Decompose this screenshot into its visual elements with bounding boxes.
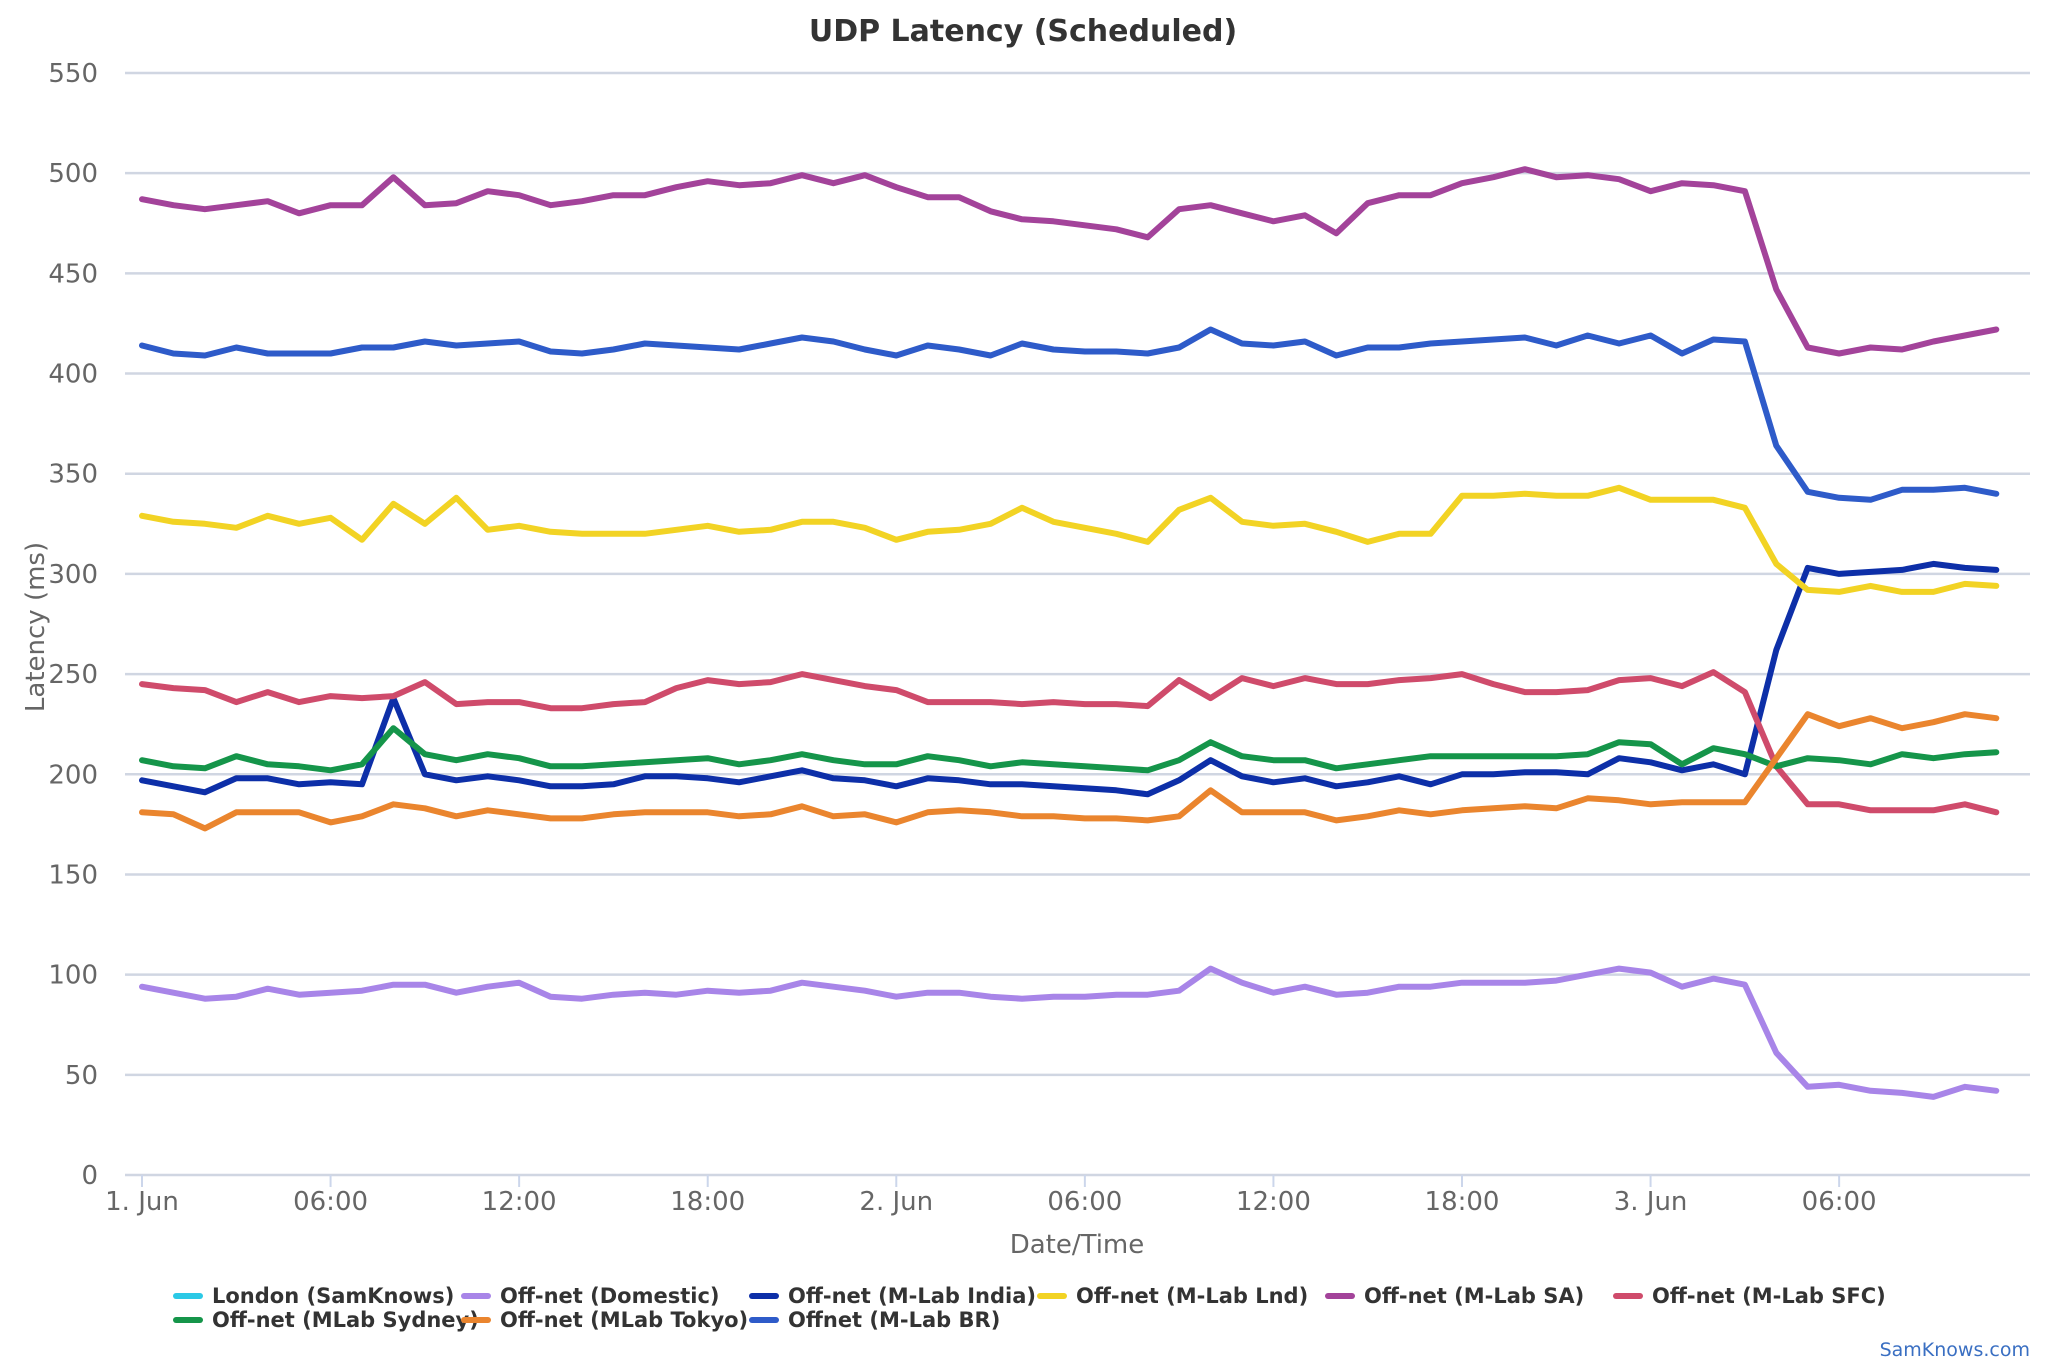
y-tick-label: 550: [48, 59, 98, 89]
series-line-8[interactable]: [139, 326, 2000, 503]
legend-label: Off-net (M-Lab India): [788, 1284, 1036, 1308]
x-tick-label: 18:00: [670, 1187, 745, 1217]
legend-label: Off-net (MLab Sydney): [212, 1308, 479, 1332]
legend-item[interactable]: Off-net (MLab Tokyo): [461, 1308, 748, 1332]
x-tick-label: 06:00: [293, 1187, 368, 1217]
series-line-5[interactable]: [139, 669, 2000, 816]
y-tick-label: 200: [48, 760, 98, 790]
legend-label: Off-net (M-Lab SFC): [1652, 1284, 1886, 1308]
series-line-6[interactable]: [139, 725, 2000, 774]
legend-label: Off-net (M-Lab SA): [1364, 1284, 1584, 1308]
y-tick-label: 150: [48, 860, 98, 890]
series-lines: [139, 166, 2000, 1100]
series-line-3[interactable]: [139, 484, 2000, 595]
x-tick-label: 18:00: [1425, 1187, 1500, 1217]
legend-item[interactable]: Off-net (M-Lab Lnd): [1037, 1284, 1308, 1308]
legend-label: Off-net (MLab Tokyo): [500, 1308, 748, 1332]
series-line-4[interactable]: [139, 166, 2000, 357]
y-tick-label: 450: [48, 259, 98, 289]
legend-label: Offnet (M-Lab BR): [788, 1308, 1000, 1332]
credit-link[interactable]: SamKnows.com: [1880, 1339, 2030, 1361]
y-tick-label: 50: [65, 1061, 98, 1091]
x-tick-label: 2. Jun: [859, 1187, 933, 1217]
x-axis-title: Date/Time: [1010, 1230, 1145, 1260]
y-tick-label: 300: [48, 560, 98, 590]
legend-item[interactable]: Off-net (Domestic): [461, 1284, 720, 1308]
legend-label: London (SamKnows): [212, 1284, 454, 1308]
x-tick-label: 06:00: [1047, 1187, 1122, 1217]
series-line-7[interactable]: [139, 711, 2000, 832]
y-tick-label: 100: [48, 961, 98, 991]
y-axis-title: Latency (ms): [21, 542, 51, 712]
x-tick-label: 1. Jun: [105, 1187, 179, 1217]
x-tick-label: 3. Jun: [1614, 1187, 1688, 1217]
legend-item[interactable]: Off-net (M-Lab SA): [1325, 1284, 1584, 1308]
chart-title: UDP Latency (Scheduled): [809, 14, 1237, 49]
y-tick-label: 500: [48, 159, 98, 189]
y-tick-label: 400: [48, 360, 98, 390]
grid-lines: [125, 71, 2030, 1177]
y-tick-label: 350: [48, 460, 98, 490]
series-line-1[interactable]: [139, 965, 2000, 1100]
y-tick-label: 0: [81, 1161, 98, 1191]
legend-item[interactable]: Offnet (M-Lab BR): [749, 1308, 1000, 1332]
legend-item[interactable]: London (SamKnows): [173, 1284, 454, 1308]
legend: London (SamKnows) Off-net (Domestic) Off-n…: [173, 1284, 1886, 1332]
x-axis-ticks: 1. Jun 06:00 12:00 18:00 2. Jun 06:00 12:00 18:…: [105, 1175, 1877, 1217]
legend-item[interactable]: Off-net (MLab Sydney): [173, 1308, 479, 1332]
x-tick-label: 12:00: [482, 1187, 557, 1217]
series-line-2[interactable]: [139, 560, 2000, 798]
x-tick-label: 12:00: [1236, 1187, 1311, 1217]
y-axis-ticks: 0 50 100 150 200 250 300 350 400 450 500 550: [48, 59, 98, 1191]
x-tick-label: 06:00: [1802, 1187, 1877, 1217]
legend-label: Off-net (M-Lab Lnd): [1076, 1284, 1308, 1308]
legend-item[interactable]: Off-net (M-Lab SFC): [1613, 1284, 1886, 1308]
legend-label: Off-net (Domestic): [500, 1284, 720, 1308]
legend-item[interactable]: Off-net (M-Lab India): [749, 1284, 1036, 1308]
y-tick-label: 250: [48, 660, 98, 690]
